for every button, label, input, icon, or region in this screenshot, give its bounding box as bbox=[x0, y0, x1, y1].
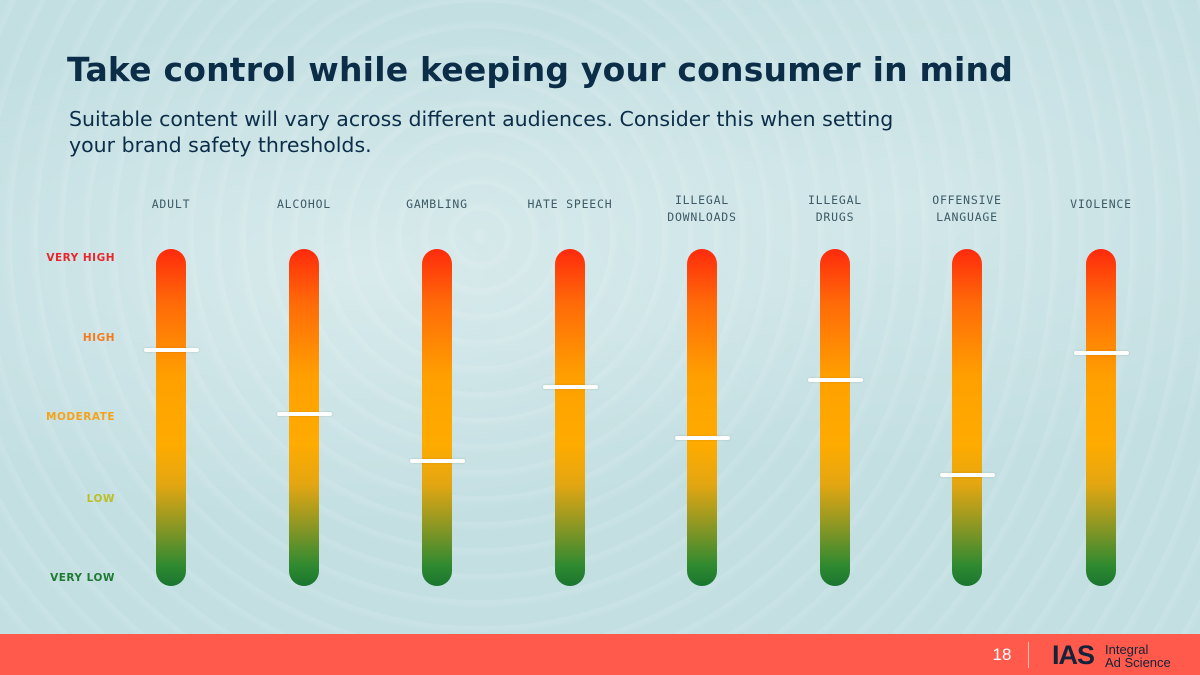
threshold-track-illegal-drugs[interactable] bbox=[820, 249, 850, 586]
category-label-line: ALCOHOL bbox=[276, 197, 332, 211]
threshold-track-alcohol[interactable] bbox=[289, 249, 319, 586]
threshold-handle-adult[interactable] bbox=[144, 348, 199, 353]
threshold-handle-illegal-downloads[interactable] bbox=[675, 435, 730, 440]
threshold-track-gambling[interactable] bbox=[422, 249, 452, 586]
subtitle-line: Suitable content will vary across differ… bbox=[69, 107, 894, 131]
level-label-moderate: MODERATE bbox=[46, 411, 115, 423]
level-label-very-high: VERY HIGH bbox=[46, 252, 115, 264]
level-label-low: LOW bbox=[86, 493, 115, 505]
ias-logo: IAS Integral Ad Science bbox=[1052, 638, 1182, 672]
category-label-line: DRUGS bbox=[815, 210, 855, 224]
category-label-illegal-drugs: ILLEGAL DRUGS bbox=[775, 192, 895, 226]
subtitle-line: your brand safety thresholds. bbox=[69, 133, 372, 157]
category-label-line: DOWNLOADS bbox=[667, 210, 737, 224]
category-label-line: GAMBLING bbox=[406, 197, 468, 211]
threshold-track-hate-speech[interactable] bbox=[555, 249, 585, 586]
category-label-adult: ADULT bbox=[111, 196, 231, 213]
logo-text: Integral Ad Science bbox=[1105, 643, 1171, 669]
threshold-handle-hate-speech[interactable] bbox=[543, 385, 598, 390]
threshold-track-illegal-downloads[interactable] bbox=[687, 249, 717, 586]
threshold-track-adult[interactable] bbox=[156, 249, 186, 586]
threshold-handle-alcohol[interactable] bbox=[277, 412, 332, 417]
threshold-track-offensive-language[interactable] bbox=[952, 249, 982, 586]
category-label-line: ADULT bbox=[151, 197, 191, 211]
logo-mark: IAS bbox=[1052, 640, 1095, 670]
page-subtitle: Suitable content will vary across differ… bbox=[69, 106, 929, 158]
category-label-line: VIOLENCE bbox=[1070, 197, 1132, 211]
category-label-violence: VIOLENCE bbox=[1041, 196, 1161, 213]
logo-text-line: Integral bbox=[1105, 642, 1149, 657]
category-label-illegal-downloads: ILLEGAL DOWNLOADS bbox=[642, 192, 762, 226]
footer-bar: 18 IAS Integral Ad Science bbox=[0, 634, 1200, 675]
threshold-track-violence[interactable] bbox=[1086, 249, 1116, 586]
category-label-gambling: GAMBLING bbox=[377, 196, 497, 213]
threshold-handle-offensive-language[interactable] bbox=[940, 472, 995, 477]
footer-divider bbox=[1028, 642, 1029, 668]
threshold-handle-gambling[interactable] bbox=[410, 459, 465, 464]
category-label-line: OFFENSIVE bbox=[932, 193, 1002, 207]
category-label-line: ILLEGAL bbox=[807, 193, 863, 207]
logo-text-line: Ad Science bbox=[1105, 655, 1171, 670]
category-label-hate-speech: HATE SPEECH bbox=[510, 196, 630, 213]
category-label-alcohol: ALCOHOL bbox=[244, 196, 364, 213]
threshold-handle-violence[interactable] bbox=[1074, 351, 1129, 356]
page-title: Take control while keeping your consumer… bbox=[67, 50, 1014, 89]
category-label-offensive-language: OFFENSIVE LANGUAGE bbox=[907, 192, 1027, 226]
page-number: 18 bbox=[992, 645, 1012, 664]
level-label-high: HIGH bbox=[82, 332, 115, 344]
threshold-handle-illegal-drugs[interactable] bbox=[808, 378, 863, 383]
category-label-line: ILLEGAL bbox=[674, 193, 730, 207]
category-label-line: HATE SPEECH bbox=[527, 197, 613, 211]
level-label-very-low: VERY LOW bbox=[50, 572, 115, 584]
category-label-line: LANGUAGE bbox=[936, 210, 998, 224]
